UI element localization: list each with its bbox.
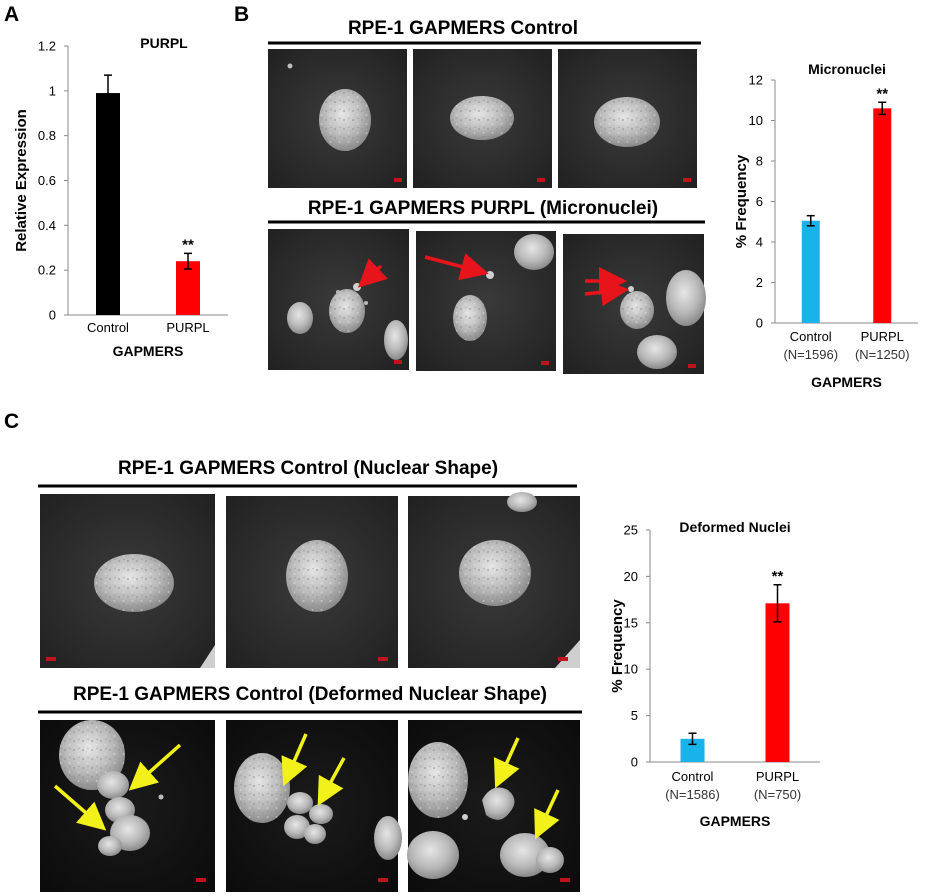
micrograph-c-control-2 [226,496,398,668]
arrow-red-4 [584,278,629,307]
row-title-b-bottom: RPE-1 GAPMERS PURPL (Micronuclei) [308,198,658,219]
panel-label-b: B [234,3,249,26]
y-tick-label: 4 [756,235,763,250]
arrow-red-2 [424,253,489,281]
micrograph-c-control-1 [40,494,215,668]
y-tick-label: 8 [756,154,763,169]
chart-purpl-expression: PURPL 0 0.2 0.4 0.6 0.8 1 1.2 Relative Expressio… [13,35,228,359]
y-tick-label: 20 [624,569,638,584]
y-axis-label: % Frequency [609,599,626,693]
micrograph-b-purpl-3 [563,234,706,374]
y-tick-label: 0 [756,316,763,331]
micrograph-c-deformed-2 [226,720,402,892]
bar-purpl [873,108,892,323]
chart-title: Micronuclei [808,61,886,77]
arrow-yellow-2 [53,784,107,831]
x-axis-label: GAPMERS [113,343,184,359]
y-tick-label: 25 [624,523,638,538]
panel-label-a: A [4,3,19,26]
bar-purpl [176,261,200,315]
category-label: Control [672,769,714,784]
micrograph-b-purpl-2 [416,231,556,371]
chart-micronuclei: Micronuclei 0 2 4 6 8 10 12 % Frequency Control (N… [733,61,918,390]
micrograph-b-purpl-1 [268,229,409,370]
arrow-yellow-5 [493,737,520,789]
y-tick-label: 1.2 [38,39,56,54]
chart-title: PURPL [140,35,188,51]
category-sublabel: (N=1596) [783,347,838,362]
y-tick-label: 0 [631,755,638,770]
micrograph-c-deformed-1 [40,720,215,892]
micrograph-b-control-1 [268,49,407,188]
y-tick-label: 15 [624,615,638,630]
y-tick-label: 0.6 [38,173,56,188]
bar-control [96,93,120,315]
bar-purpl [765,603,790,762]
significance-marker: ** [876,85,888,102]
micrograph-c-control-3 [408,492,580,668]
category-label: Control [87,320,129,335]
arrow-yellow-4 [317,757,346,807]
y-axis-label: Relative Expression [13,109,30,252]
bar-control [801,220,820,323]
category-label: PURPL [756,769,799,784]
category-label: Control [790,329,832,344]
y-tick-label: 0 [49,308,56,323]
x-axis-label: GAPMERS [811,374,882,390]
arrow-yellow-1 [128,743,182,791]
row-title-c-top: RPE-1 GAPMERS Control (Nuclear Shape) [118,458,498,479]
arrow-yellow-6 [534,789,560,840]
y-tick-label: 0.4 [38,218,56,233]
y-tick-label: 5 [631,708,638,723]
bar-control [680,738,705,762]
y-tick-label: 0.8 [38,128,56,143]
arrow-yellow-3 [281,733,308,787]
micrograph-b-control-3 [558,49,697,188]
chart-deformed-nuclei: Deformed Nuclei 0 5 10 15 20 25 % Frequency Cont… [609,519,820,829]
y-axis-label: % Frequency [733,154,750,248]
row-title-c-bottom: RPE-1 GAPMERS Control (Deformed Nuclear … [73,684,547,705]
y-tick-label: 10 [624,662,638,677]
row-title-b-top: RPE-1 GAPMERS Control [348,18,578,39]
category-label: PURPL [861,329,904,344]
y-tick-label: 6 [756,194,763,209]
y-tick-label: 0.2 [38,263,56,278]
micrograph-b-control-2 [413,49,552,188]
y-tick-label: 10 [749,113,763,128]
significance-marker: ** [182,236,194,253]
category-label: PURPL [166,320,209,335]
micrograph-c-deformed-3 [407,720,580,892]
y-tick-label: 2 [756,275,763,290]
significance-marker: ** [772,568,784,585]
y-tick-label: 12 [749,73,763,88]
category-sublabel: (N=750) [754,787,801,802]
x-axis-label: GAPMERS [700,813,771,829]
chart-title: Deformed Nuclei [679,519,790,535]
arrow-red-1 [357,258,388,288]
category-sublabel: (N=1250) [855,347,910,362]
panel-label-c: C [4,410,19,433]
category-sublabel: (N=1586) [665,787,720,802]
y-tick-label: 1 [49,83,56,98]
